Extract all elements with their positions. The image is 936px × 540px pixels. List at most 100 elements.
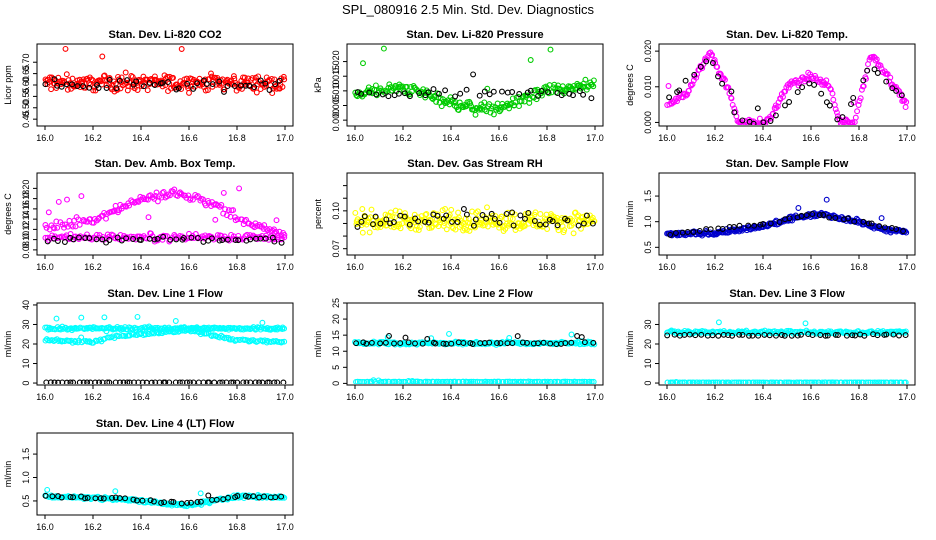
- x-tick-label: 16.2: [84, 392, 102, 402]
- y-tick-label: 30: [643, 319, 653, 329]
- data-point: [432, 340, 439, 347]
- panel-10: Stan. Dev. Line 4 (LT) Flow ml/min 16.0 16.…: [3, 418, 294, 532]
- data-point: [280, 73, 287, 80]
- data-point: [861, 332, 868, 339]
- y-axis-label: degrees C: [625, 64, 635, 106]
- data-point: [373, 91, 380, 98]
- data-point: [180, 234, 187, 241]
- data-point: [372, 213, 379, 220]
- plot-title: Stan. Dev. Line 3 Flow: [729, 288, 845, 300]
- data-point: [481, 88, 488, 95]
- data-point: [243, 379, 250, 384]
- data-point: [239, 85, 245, 92]
- data-point: [268, 75, 275, 82]
- data-point: [67, 494, 74, 500]
- data-point: [143, 235, 150, 242]
- x-tick-label: 17.0: [586, 392, 604, 402]
- data-point: [101, 314, 108, 321]
- data-point: [230, 207, 237, 214]
- data-point: [48, 86, 55, 93]
- data-point: [53, 315, 60, 322]
- data-point: [509, 95, 516, 102]
- data-point: [519, 339, 526, 346]
- data-point: [423, 211, 430, 217]
- data-point: [78, 314, 85, 321]
- data-point: [422, 94, 429, 101]
- y-tick-label: 0: [331, 381, 341, 386]
- data-point: [99, 53, 106, 60]
- x-tick-label: 16.6: [180, 133, 198, 143]
- data-point: [880, 379, 887, 384]
- data-point: [399, 220, 406, 227]
- data-point: [139, 379, 146, 384]
- data-point: [725, 84, 732, 91]
- data-point: [490, 111, 497, 118]
- y-axis-label: kPa: [313, 77, 323, 93]
- x-tick-label: 16.4: [132, 522, 150, 532]
- x-tick-label: 16.8: [538, 133, 556, 143]
- data-point: [876, 379, 883, 384]
- data-point: [457, 90, 464, 97]
- data-point: [574, 333, 581, 339]
- y-tick-label: 10: [331, 346, 341, 356]
- x-tick-label: 17.0: [276, 262, 294, 272]
- data-point: [435, 378, 442, 384]
- data-point: [269, 90, 276, 97]
- data-point: [795, 205, 802, 211]
- data-point: [715, 332, 722, 339]
- data-point: [860, 218, 867, 225]
- panel-8: Stan. Dev. Line 2 Flow ml/min 16.0 16.2 16.4…: [313, 288, 604, 402]
- data-point: [860, 83, 867, 90]
- data-point: [64, 196, 70, 203]
- data-point: [353, 340, 360, 347]
- data-point: [234, 336, 240, 343]
- data-point: [109, 494, 115, 501]
- data-point: [178, 500, 185, 507]
- data-point: [796, 80, 803, 86]
- data-point: [877, 62, 884, 69]
- data-point: [58, 83, 65, 90]
- y-tick-label: 0.010: [643, 76, 653, 99]
- data-point: [561, 227, 568, 234]
- data-point: [45, 209, 52, 216]
- data-point: [221, 88, 227, 95]
- data-point: [123, 79, 130, 86]
- data-point: [872, 57, 879, 64]
- data-point: [54, 224, 61, 231]
- data-point: [728, 95, 735, 102]
- data-point: [442, 87, 449, 94]
- data-point: [794, 89, 801, 96]
- data-point: [130, 331, 137, 338]
- data-point: [463, 86, 470, 93]
- data-point: [100, 495, 107, 502]
- data-point: [706, 379, 713, 384]
- data-point: [535, 340, 541, 347]
- data-point: [407, 225, 414, 232]
- data-point: [184, 499, 191, 506]
- data-point: [259, 319, 266, 326]
- data-point: [245, 75, 252, 82]
- data-point: [67, 379, 74, 384]
- data-point: [379, 91, 386, 98]
- data-point: [698, 331, 705, 338]
- y-tick-label: 0.08: [21, 241, 31, 259]
- data-point: [72, 339, 79, 345]
- data-point: [716, 379, 723, 384]
- data-point: [279, 494, 285, 501]
- x-tick-label: 16.0: [36, 262, 54, 272]
- data-point: [443, 226, 450, 233]
- data-point: [140, 194, 146, 201]
- data-point: [166, 80, 173, 87]
- data-points: [352, 204, 598, 237]
- data-point: [537, 211, 544, 217]
- data-point: [252, 379, 259, 384]
- data-point: [216, 78, 223, 85]
- page-title: SPL_080916 2.5 Min. Std. Dev. Diagnostic…: [342, 2, 594, 17]
- data-point: [448, 206, 455, 213]
- data-point: [586, 378, 593, 384]
- data-point: [538, 88, 545, 94]
- data-point: [484, 204, 490, 211]
- data-point: [756, 379, 763, 384]
- data-point: [564, 217, 571, 224]
- data-point: [159, 330, 166, 337]
